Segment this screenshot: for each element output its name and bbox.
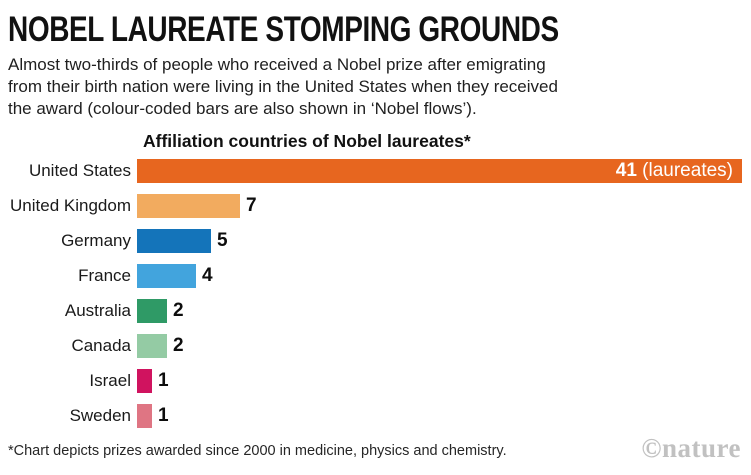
country-label: Sweden [69, 406, 131, 425]
value-label-inside: 41 (laureates) [616, 160, 742, 182]
bar-chart: United States 41 (laureates) United Kingdo… [0, 159, 751, 439]
bar [137, 229, 211, 253]
value-label: 1 [158, 370, 169, 391]
chart-title: Affiliation countries of Nobel laureates… [143, 131, 471, 151]
bar-row: Australia 2 [0, 299, 751, 323]
country-label: United Kingdom [10, 196, 131, 215]
page-subtitle: Almost two-thirds of people who received… [8, 54, 558, 120]
page-title: NOBEL LAUREATE STOMPING GROUNDS [8, 10, 559, 49]
bar [137, 369, 152, 393]
country-label: Canada [71, 336, 131, 355]
country-label: United States [28, 161, 131, 180]
bar [137, 194, 240, 218]
country-label: Germany [61, 231, 131, 250]
page-subtitle-line-3: the award (colour-coded bars are also sh… [8, 99, 477, 118]
bar [137, 299, 167, 323]
bar-row: United Kingdom 7 [0, 194, 751, 218]
bar [137, 404, 152, 428]
bar: 41 (laureates) [137, 159, 742, 183]
value-label: 4 [202, 265, 213, 286]
bar [137, 334, 167, 358]
value-label: 2 [173, 335, 184, 356]
bar [137, 264, 196, 288]
page-subtitle-line-2: from their birth nation were living in t… [8, 77, 558, 96]
country-label: France [78, 266, 131, 285]
footnote: *Chart depicts prizes awarded since 2000… [8, 443, 507, 459]
country-label: Israel [89, 371, 131, 390]
bar-row: Canada 2 [0, 334, 751, 358]
nature-logo: ©nature [641, 433, 741, 463]
bar-row: France 4 [0, 264, 751, 288]
country-label: Australia [64, 301, 131, 320]
bar-row: Sweden 1 [0, 404, 751, 428]
value-label: 2 [173, 300, 184, 321]
bar-row: Israel 1 [0, 369, 751, 393]
bar-row: Germany 5 [0, 229, 751, 253]
value-label: 5 [217, 230, 228, 251]
page-subtitle-line-1: Almost two-thirds of people who received… [8, 55, 546, 74]
value-suffix: (laureates) [636, 160, 733, 181]
value-label: 7 [246, 195, 257, 216]
value-number: 41 [615, 160, 637, 181]
bar-row: United States 41 (laureates) [0, 159, 751, 183]
value-label: 1 [158, 405, 169, 426]
